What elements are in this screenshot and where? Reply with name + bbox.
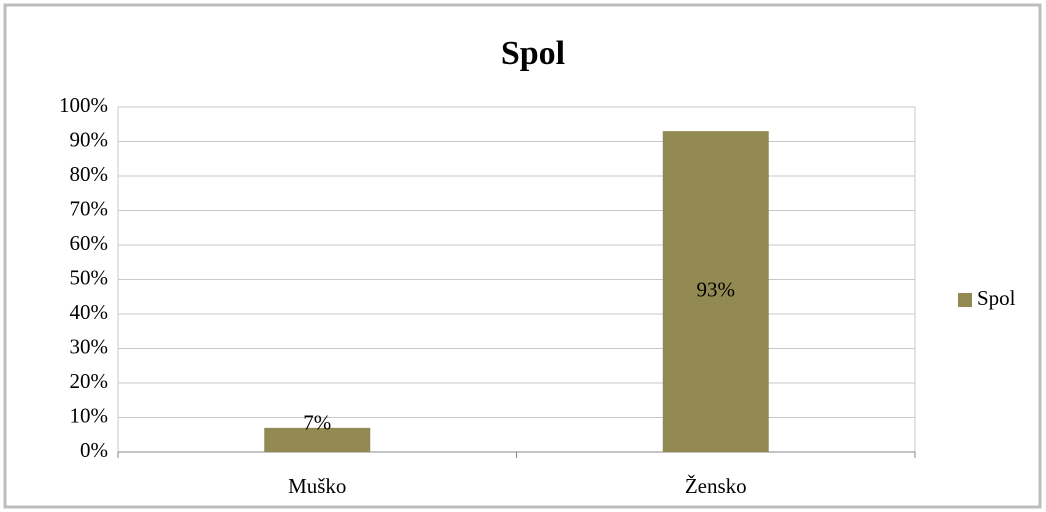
data-label: 7% [303, 411, 331, 435]
y-tick-label: 70% [70, 196, 109, 220]
y-tick-label: 90% [70, 127, 109, 151]
y-tick-label: 20% [70, 369, 109, 393]
chart-title: Spol [501, 35, 565, 72]
y-tick-label: 50% [70, 265, 109, 289]
data-label: 93% [697, 277, 736, 301]
y-tick-label: 10% [70, 403, 109, 427]
x-tick-label: Muško [288, 474, 346, 498]
y-tick-label: 100% [59, 93, 108, 117]
y-tick-label: 40% [70, 300, 109, 324]
y-tick-label: 60% [70, 231, 109, 255]
x-tick-label: Žensko [685, 474, 747, 498]
legend-swatch [958, 293, 972, 307]
y-tick-label: 80% [70, 162, 109, 186]
y-tick-label: 30% [70, 334, 109, 358]
bar [264, 427, 371, 452]
bar [662, 131, 769, 452]
y-tick-label: 0% [80, 438, 108, 462]
chart-border [3, 3, 1042, 509]
legend-label: Spol [977, 286, 1016, 310]
